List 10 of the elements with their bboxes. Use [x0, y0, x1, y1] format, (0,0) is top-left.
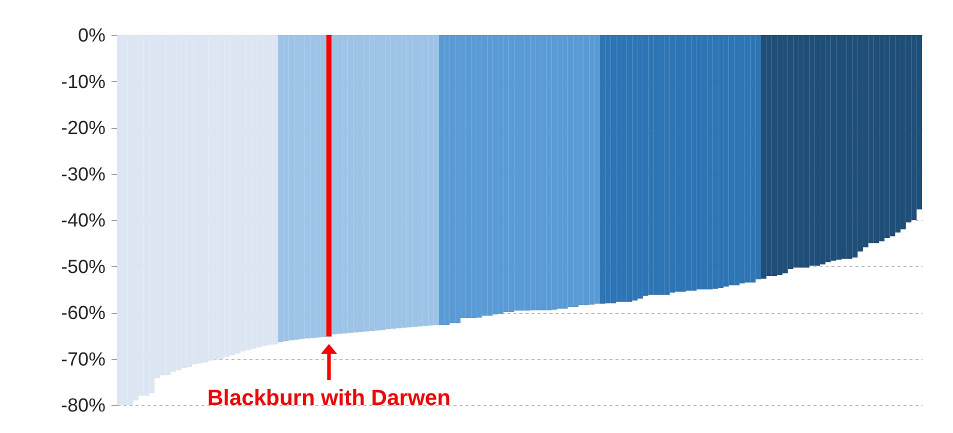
y-tick-label: -30% — [61, 164, 106, 186]
annotation: Blackburn with Darwen — [207, 385, 451, 410]
y-tick-label: -20% — [61, 118, 106, 139]
y-tick-label: 0% — [78, 26, 106, 46]
y-tick-label: -50% — [61, 256, 106, 278]
y-tick-label: -70% — [61, 349, 106, 370]
y-tick-label: -80% — [61, 396, 106, 416]
y-tick-label: -60% — [61, 303, 106, 324]
y-tick-label: -40% — [61, 210, 106, 232]
y-tick-label: -10% — [61, 72, 106, 93]
